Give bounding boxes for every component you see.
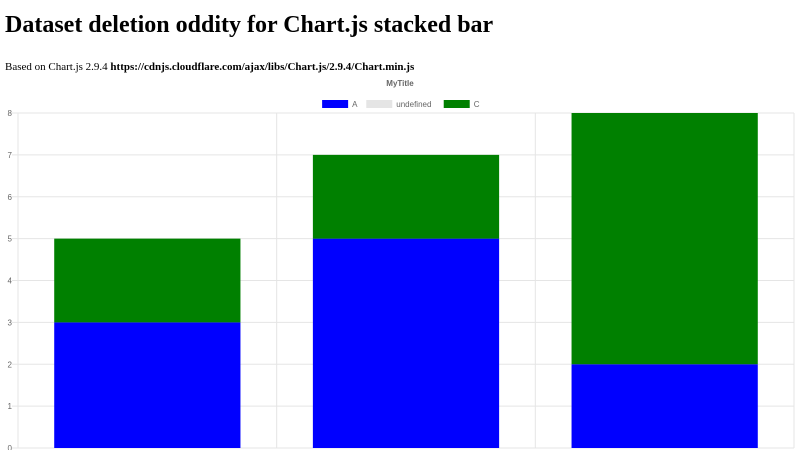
y-tick-label: 1 (8, 402, 13, 411)
legend-item-0: A (322, 100, 358, 109)
legend-swatch (366, 100, 393, 108)
legend-swatch (322, 100, 349, 108)
chart-bars (54, 113, 758, 448)
page-heading: Dataset deletion oddity for Chart.js sta… (5, 12, 494, 38)
bar-a-2 (312, 238, 500, 448)
y-tick-label: 5 (8, 235, 13, 244)
chart-title: MyTitle (386, 79, 414, 88)
legend-label: undefined (396, 100, 431, 109)
y-axis: 0 1 2 3 4 5 6 7 8 (8, 109, 13, 450)
library-info-text: Based on Chart.js 2.9.4 (5, 61, 108, 73)
legend-swatch (443, 100, 470, 108)
y-tick-label: 4 (8, 277, 13, 286)
bar-a-1 (54, 322, 241, 448)
legend-label: A (352, 100, 358, 109)
legend-label: C (474, 100, 480, 109)
bar-c-2 (312, 154, 500, 239)
y-tick-label: 6 (8, 193, 13, 202)
library-info: Based on Chart.js 2.9.4 https://cdnjs.cl… (5, 60, 414, 74)
y-tick-label: 7 (8, 151, 13, 160)
library-url: https://cdnjs.cloudflare.com/ajax/libs/C… (110, 61, 415, 73)
bar-c-1 (54, 238, 241, 323)
y-tick-label: 2 (8, 360, 13, 369)
y-tick-label: 8 (8, 109, 13, 118)
bar-a-3 (571, 364, 758, 448)
legend-item-1: undefined (366, 100, 431, 109)
bar-c-3 (571, 113, 758, 365)
y-tick-label: 0 (8, 444, 13, 450)
y-tick-label: 3 (8, 318, 13, 327)
legend-item-2: C (443, 100, 480, 109)
